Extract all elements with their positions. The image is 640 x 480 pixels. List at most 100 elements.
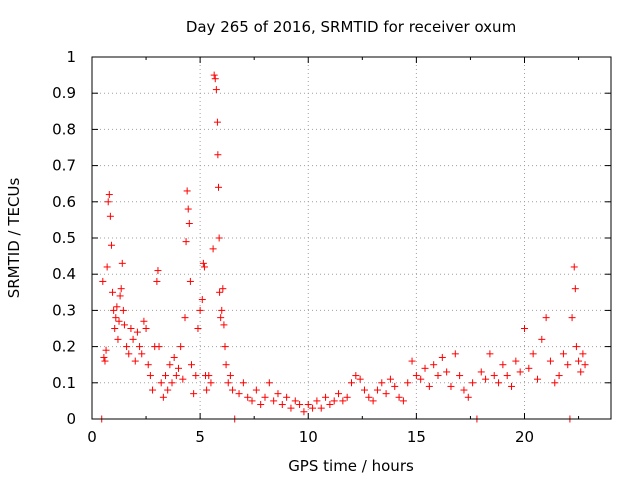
- data-point: [283, 393, 291, 401]
- data-point: [168, 379, 176, 387]
- data-point: [172, 372, 180, 380]
- data-point: [127, 325, 135, 332]
- data-point: [287, 404, 295, 412]
- data-point: [146, 372, 154, 380]
- y-tick-label-2: 0.2: [52, 338, 76, 356]
- data-point: [210, 71, 218, 79]
- data-point: [133, 328, 141, 336]
- data-point: [131, 357, 139, 365]
- data-point: [365, 393, 373, 401]
- data-point: [154, 267, 162, 275]
- data-point: [218, 306, 226, 314]
- data-point: [369, 397, 377, 405]
- data-point: [116, 292, 124, 300]
- data-point: [244, 393, 252, 401]
- data-point: [103, 263, 111, 271]
- data-point: [304, 401, 312, 409]
- data-point: [261, 393, 269, 401]
- data-point: [136, 343, 144, 351]
- data-point: [525, 364, 533, 372]
- data-point: [101, 357, 109, 365]
- data-point: [221, 343, 229, 351]
- data-point: [252, 386, 260, 394]
- data-point: [378, 379, 386, 387]
- data-point: [257, 401, 265, 409]
- data-point: [164, 386, 172, 394]
- data-point: [317, 404, 325, 412]
- data-point: [215, 183, 223, 191]
- x-tick-label-0: 0: [87, 428, 97, 446]
- data-point: [138, 350, 146, 358]
- data-point: [123, 343, 131, 351]
- data-point: [157, 379, 165, 387]
- data-point: [529, 350, 537, 358]
- data-point: [395, 393, 403, 401]
- data-point: [112, 314, 120, 322]
- data-point: [469, 379, 477, 387]
- data-point: [512, 357, 520, 365]
- data-point: [555, 372, 563, 380]
- data-point: [546, 357, 554, 365]
- data-point: [382, 390, 390, 398]
- data-point: [551, 379, 559, 387]
- data-point: [183, 187, 191, 195]
- data-point: [179, 375, 187, 383]
- data-point: [538, 335, 546, 343]
- data-point: [229, 386, 237, 394]
- data-point: [217, 314, 225, 322]
- y-tick-label-5: 0.5: [52, 229, 76, 247]
- data-point: [212, 86, 220, 94]
- data-point: [107, 241, 115, 249]
- data-point: [313, 397, 321, 405]
- data-point: [100, 353, 108, 361]
- data-point: [207, 379, 215, 387]
- data-point: [170, 353, 178, 361]
- data-point: [451, 350, 459, 358]
- data-point: [434, 372, 442, 380]
- data-point: [110, 306, 118, 314]
- data-point: [456, 372, 464, 380]
- y-tick-label-10: 1: [66, 48, 76, 66]
- data-point: [198, 296, 206, 304]
- data-point: [490, 372, 498, 380]
- data-point: [356, 375, 364, 383]
- data-point: [499, 361, 507, 369]
- chart-title: Day 265 of 2016, SRMTID for receiver oxu…: [186, 18, 516, 36]
- data-point: [516, 368, 524, 376]
- data-point: [438, 353, 446, 361]
- data-point: [443, 368, 451, 376]
- data-point: [270, 397, 278, 405]
- data-point: [373, 386, 381, 394]
- data-point: [460, 386, 468, 394]
- data-point: [343, 393, 351, 401]
- data-point: [412, 372, 420, 380]
- data-point: [559, 350, 567, 358]
- data-point: [278, 401, 286, 409]
- data-point: [199, 259, 207, 267]
- data-point: [211, 75, 219, 83]
- data-point: [352, 372, 360, 380]
- x-tick-label-2: 10: [299, 428, 318, 446]
- data-point: [408, 357, 416, 365]
- data-point: [477, 368, 485, 376]
- data-point: [581, 361, 589, 369]
- data-point: [196, 306, 204, 314]
- data-point: [360, 386, 368, 394]
- data-point: [129, 335, 137, 343]
- data-point: [508, 382, 516, 390]
- grid-lines: [92, 57, 611, 419]
- data-point: [568, 314, 576, 322]
- data-point: [177, 343, 185, 351]
- data-point: [200, 263, 208, 271]
- data-point: [205, 372, 213, 380]
- data-point: [495, 379, 503, 387]
- tick-labels: 0 5 10 15 20 0 0.1 0.2 0.3 0.4 0.5 0.6 0.7 0.8 0.9 1: [52, 48, 534, 446]
- data-point: [570, 263, 578, 271]
- data-point: [192, 372, 200, 380]
- data-point: [296, 401, 304, 409]
- data-point: [184, 205, 192, 213]
- y-tick-label-3: 0.3: [52, 301, 76, 319]
- y-tick-label-7: 0.7: [52, 157, 76, 175]
- y-tick-label-6: 0.6: [52, 193, 76, 211]
